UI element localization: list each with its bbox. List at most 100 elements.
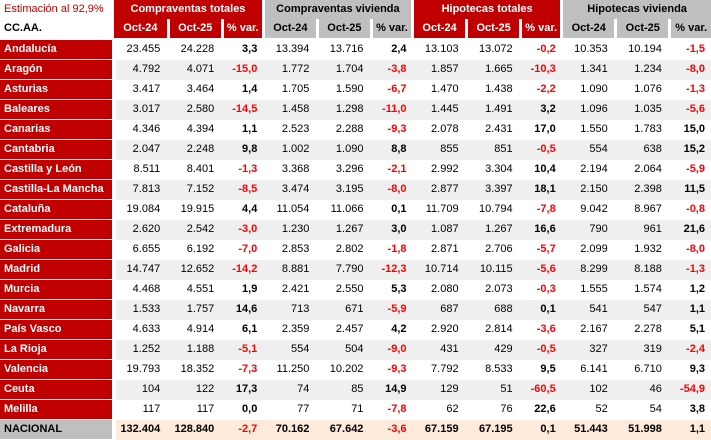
data-cell: 2.457 [317, 319, 372, 340]
var-cell: -14,5 [222, 99, 264, 120]
region-label: Melilla [0, 399, 117, 420]
var-cell: 5,1 [669, 319, 711, 340]
table-row: Ceuta 104 122 17,3 74 85 14,9 129 51 -60,5 102 46 -5… [0, 379, 711, 400]
sub-header-oct-25: Oct-25 [317, 19, 373, 40]
data-cell: 117 [114, 399, 169, 420]
data-cell: 10.115 [466, 259, 521, 280]
var-cell: -3,0 [222, 219, 264, 240]
data-cell: 2.278 [615, 319, 670, 340]
data-cell: 2.359 [263, 319, 318, 340]
data-cell: 1.087 [412, 219, 467, 240]
data-cell: 431 [412, 339, 467, 360]
data-cell: 13.072 [466, 39, 521, 60]
var-cell: -3,8 [371, 59, 413, 80]
region-label: País Vasco [0, 319, 117, 340]
var-cell: -0,2 [520, 39, 562, 60]
data-cell: 19.793 [114, 359, 169, 380]
data-cell: 2.073 [466, 279, 521, 300]
data-cell: 851 [466, 139, 521, 160]
sub-header-oct-24: Oct-24 [561, 19, 618, 40]
data-cell: 122 [168, 379, 223, 400]
data-cell: 71 [317, 399, 372, 420]
data-cell: 429 [466, 339, 521, 360]
group-header-compraventas-totales: Compraventas totales [114, 0, 265, 19]
sub-header-oct-24: Oct-24 [263, 19, 319, 40]
table-row: Melilla 117 117 0,0 77 71 -7,8 62 76 22,6 52 54 3,8 [0, 399, 711, 420]
region-label: Cantabria [0, 139, 117, 160]
data-cell: 1.341 [561, 59, 616, 80]
data-cell: 8.401 [168, 159, 223, 180]
data-cell: 2.398 [615, 179, 670, 200]
sub-header-row: CC.AA. Oct-24 Oct-25% var. Oct-24 Oct-25% v… [0, 19, 711, 40]
region-label: Madrid [0, 259, 117, 280]
sub-header-oct-25: Oct-25 [168, 19, 224, 40]
data-cell: 7.152 [168, 179, 223, 200]
data-cell: 14.747 [114, 259, 169, 280]
data-cell: 7.792 [412, 359, 467, 380]
sub-header-var: % var. [520, 19, 564, 40]
var-cell: 4,2 [371, 319, 413, 340]
data-cell: 2.064 [615, 159, 670, 180]
data-cell: 6.710 [615, 359, 670, 380]
data-cell: 1.550 [561, 119, 616, 140]
var-cell: -15,0 [222, 59, 264, 80]
var-cell: 9,3 [669, 359, 711, 380]
data-cell: 62 [412, 399, 467, 420]
table-row: País Vasco 4.633 4.914 6,1 2.359 2.457 4,2 2.92… [0, 319, 711, 340]
var-cell: 0,1 [371, 199, 413, 220]
group-header-row: Estimación al 92,9% Compraventas totales… [0, 0, 711, 19]
data-cell: 547 [615, 299, 670, 320]
data-cell: 3.304 [466, 159, 521, 180]
var-cell: 14,9 [371, 379, 413, 400]
data-cell: 1.757 [168, 299, 223, 320]
data-cell: 3.417 [114, 79, 169, 100]
var-cell: 1,1 [222, 119, 264, 140]
sub-header-oct-25: Oct-25 [466, 19, 523, 40]
var-cell: 11,5 [669, 179, 711, 200]
data-cell: 1.574 [615, 279, 670, 300]
var-cell: -8,0 [669, 59, 711, 80]
data-cell: 9.042 [561, 199, 616, 220]
data-cell: 3.464 [168, 79, 223, 100]
var-cell: 8,8 [371, 139, 413, 160]
data-cell: 1.705 [263, 79, 318, 100]
var-cell: -0,8 [669, 199, 711, 220]
data-cell: 1.252 [114, 339, 169, 360]
data-cell: 2.706 [466, 239, 521, 260]
row-axis-label: CC.AA. [0, 19, 115, 40]
data-cell: 713 [263, 299, 318, 320]
data-cell: 687 [412, 299, 467, 320]
table-row: Extremadura 2.620 2.542 -3,0 1.230 1.267 3,0 1.… [0, 219, 711, 240]
var-cell: -2,4 [669, 339, 711, 360]
var-cell: -10,3 [520, 59, 562, 80]
region-label: Aragón [0, 59, 117, 80]
data-cell: 2.078 [412, 119, 467, 140]
region-label: Asturias [0, 79, 117, 100]
region-label: Baleares [0, 99, 117, 120]
var-cell: -5,9 [669, 159, 711, 180]
table-row: Baleares 3.017 2.580 -14,5 1.458 1.298 -11,0 1.… [0, 99, 711, 120]
var-cell: -9,3 [371, 119, 413, 140]
data-cell: 77 [263, 399, 318, 420]
data-cell: 13.103 [412, 39, 467, 60]
data-cell: 1.470 [412, 79, 467, 100]
region-label: Murcia [0, 279, 117, 300]
var-cell: 22,6 [520, 399, 562, 420]
data-cell: 1.096 [561, 99, 616, 120]
var-cell: -8,0 [371, 179, 413, 200]
data-cell: 19.084 [114, 199, 169, 220]
var-cell: 3,8 [669, 399, 711, 420]
data-cell: 7.813 [114, 179, 169, 200]
data-cell: 11.250 [263, 359, 318, 380]
data-cell: 102 [561, 379, 616, 400]
data-cell: 7.790 [317, 259, 372, 280]
data-cell: 1.188 [168, 339, 223, 360]
var-cell: -5,9 [371, 299, 413, 320]
table-row: Valencia 19.793 18.352 -7,3 11.250 10.202 -9,3… [0, 359, 711, 380]
group-header-compraventas-vivienda: Compraventas vivienda [263, 0, 415, 19]
data-cell: 2.523 [263, 119, 318, 140]
data-cell: 1.491 [466, 99, 521, 120]
table-row: Castilla-La Mancha 7.813 7.152 -8,5 3.474 3.1… [0, 179, 711, 200]
data-cell: 51 [466, 379, 521, 400]
var-cell: 0,1 [520, 299, 562, 320]
